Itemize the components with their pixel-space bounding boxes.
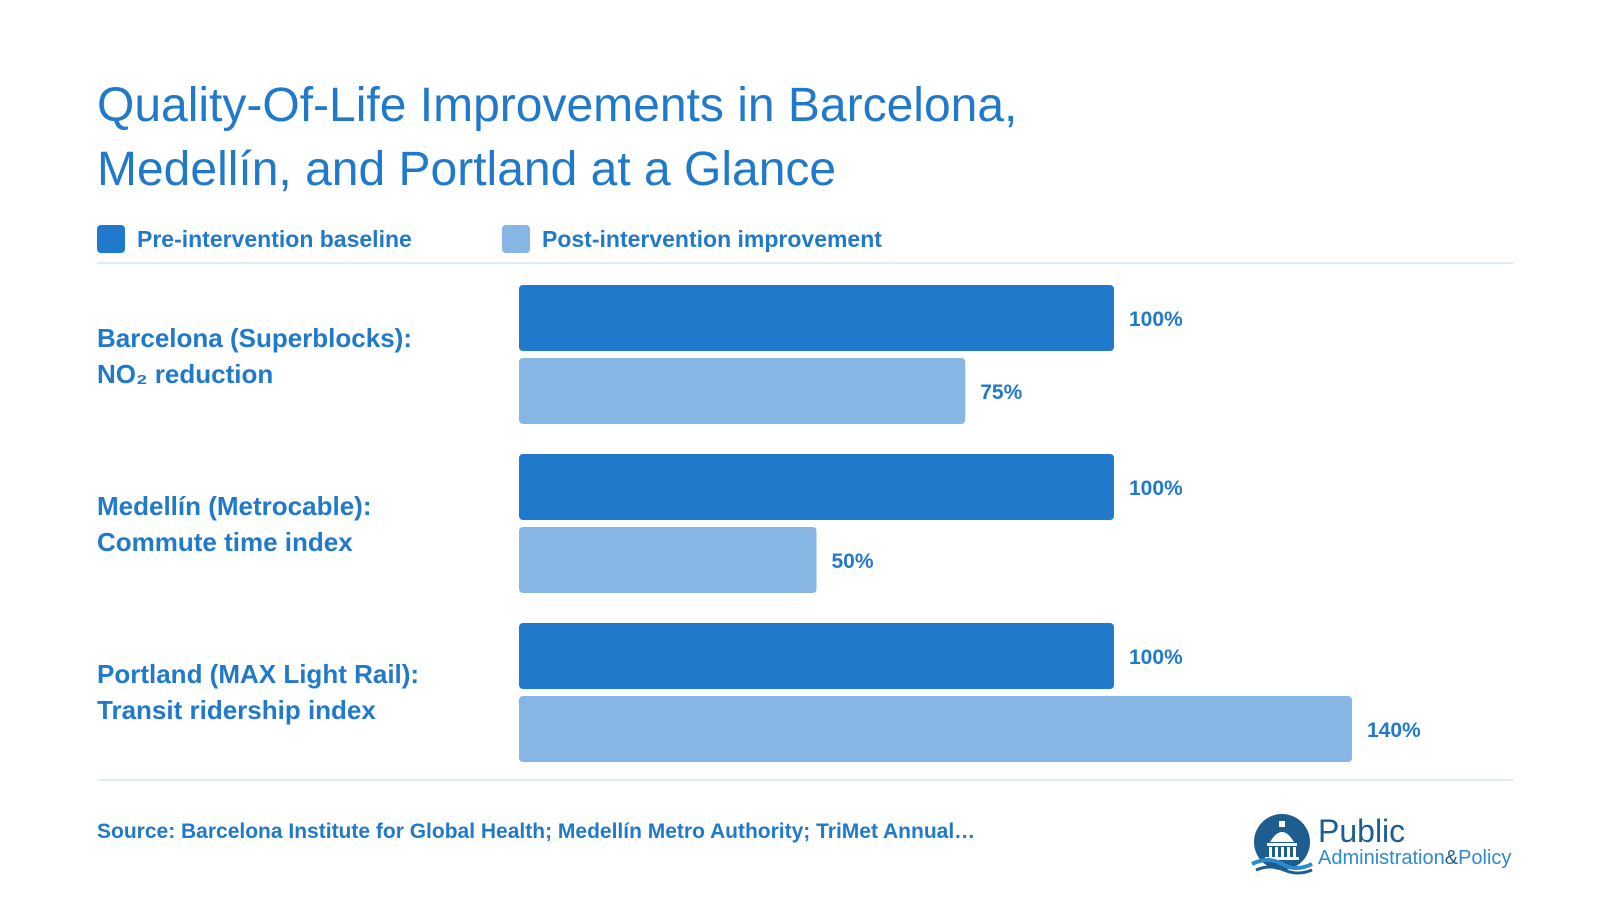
logo-title: Public bbox=[1318, 813, 1406, 849]
value-label-barcelona-baseline: 100% bbox=[1129, 308, 1183, 331]
group-label-portland-line-1: Portland (MAX Light Rail): bbox=[97, 659, 420, 689]
group-label-medellin: Medellín (Metrocable): Commute time inde… bbox=[97, 488, 517, 560]
value-label-portland-post: 140% bbox=[1367, 719, 1421, 742]
logo-subtitle-admin: Administration bbox=[1318, 847, 1445, 869]
group-label-portland: Portland (MAX Light Rail): Transit rider… bbox=[97, 656, 517, 728]
bar-medellin-post bbox=[519, 527, 817, 593]
chart-title: Quality-Of-Life Improvements in Barcelon… bbox=[97, 74, 1197, 202]
legend-swatch-baseline bbox=[97, 225, 125, 253]
logo-subtitle: Administration&Policy bbox=[1318, 846, 1511, 870]
bar-barcelona-baseline bbox=[519, 285, 1114, 351]
bar-medellin-baseline bbox=[519, 454, 1114, 520]
top-divider bbox=[97, 262, 1513, 264]
logo-subtitle-policy: Policy bbox=[1458, 847, 1512, 869]
source-note: Source: Barcelona Institute for Global H… bbox=[97, 820, 976, 843]
bottom-divider bbox=[97, 779, 1513, 781]
value-label-portland-baseline: 100% bbox=[1129, 646, 1183, 669]
value-label-medellin-post: 50% bbox=[832, 550, 874, 573]
legend-label-baseline: Pre-intervention baseline bbox=[137, 226, 412, 252]
group-label-barcelona-line-1: Barcelona (Superblocks): bbox=[97, 323, 412, 353]
bar-portland-post bbox=[519, 696, 1352, 762]
bar-barcelona-post bbox=[519, 358, 966, 424]
legend-label-post: Post-intervention improvement bbox=[542, 226, 882, 252]
legend-swatch-post bbox=[502, 225, 530, 253]
chart-title-line-1: Quality-Of-Life Improvements in Barcelon… bbox=[97, 79, 1018, 132]
chart-title-line-2: Medellín, and Portland at a Glance bbox=[97, 143, 837, 196]
value-label-barcelona-post: 75% bbox=[980, 381, 1022, 404]
group-label-barcelona: Barcelona (Superblocks): NO₂ reduction bbox=[97, 320, 517, 392]
group-label-medellin-line-1: Medellín (Metrocable): bbox=[97, 491, 372, 521]
group-label-medellin-line-2: Commute time index bbox=[97, 527, 353, 557]
bar-portland-baseline bbox=[519, 623, 1114, 689]
group-label-barcelona-line-2: NO₂ reduction bbox=[97, 359, 274, 389]
publisher-logo: Public Administration&Policy bbox=[1250, 810, 1520, 880]
logo-ampersand: & bbox=[1444, 847, 1459, 869]
group-label-portland-line-2: Transit ridership index bbox=[97, 695, 376, 725]
capitol-dome-icon bbox=[1251, 814, 1313, 875]
value-label-medellin-baseline: 100% bbox=[1129, 477, 1183, 500]
